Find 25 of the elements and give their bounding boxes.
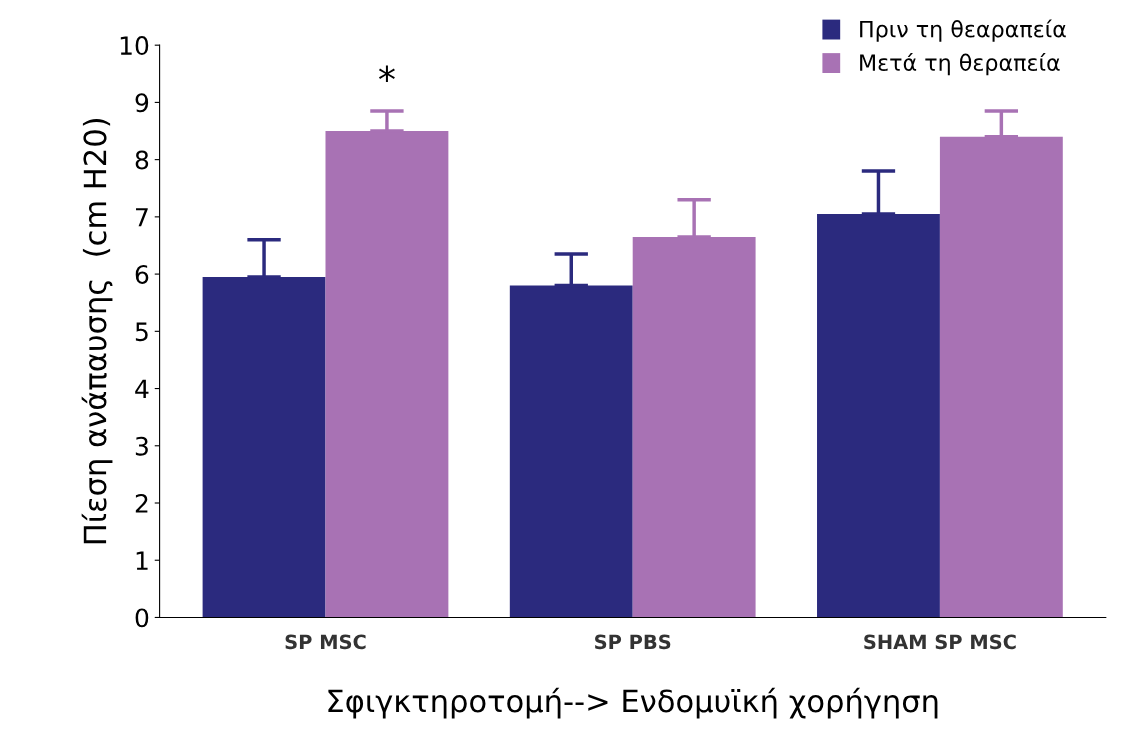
y-tick-label: 7 bbox=[136, 208, 148, 227]
bar bbox=[509, 285, 633, 618]
bar bbox=[632, 236, 756, 618]
y-tick-label: 3 bbox=[135, 436, 148, 456]
legend-label: Πριν τη θεαραπεία bbox=[860, 19, 1066, 42]
y-tick-label: 9 bbox=[135, 93, 149, 113]
y-axis-title: Πίεση ανάπαυσης (cm H20) bbox=[81, 118, 113, 544]
x-tick-label: SP PBS bbox=[595, 634, 671, 650]
y-tick-label: 2 bbox=[135, 493, 148, 513]
y-tick-label: 8 bbox=[135, 150, 149, 170]
y-tick-label: 4 bbox=[135, 379, 149, 399]
bar bbox=[202, 276, 326, 618]
x-axis-title: Σφιγκτηροτομή--> Ενδομυϊκή χορήγηση bbox=[328, 687, 938, 719]
y-tick-label: 10 bbox=[120, 36, 149, 56]
legend-label: Μετά τη θεραπεία bbox=[860, 52, 1060, 76]
bar bbox=[817, 214, 940, 618]
bar bbox=[325, 131, 449, 618]
y-tick-label: 0 bbox=[135, 608, 149, 628]
annotation: * bbox=[378, 65, 395, 83]
bar bbox=[939, 136, 1063, 618]
y-tick-label: 6 bbox=[135, 265, 149, 284]
x-tick-label: SHAM SP MSC bbox=[864, 634, 1016, 650]
y-tick-label: 5 bbox=[135, 322, 148, 342]
x-tick-label: SP MSC bbox=[285, 634, 366, 650]
y-tick-label: 1 bbox=[136, 551, 148, 570]
